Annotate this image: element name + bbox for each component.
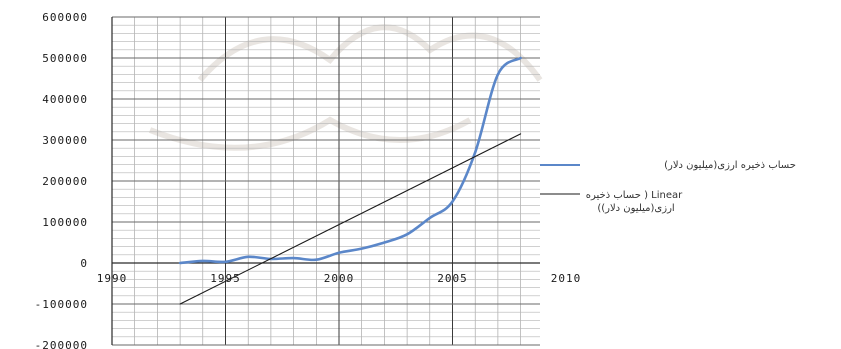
watermark-logo xyxy=(148,24,543,151)
x-tick-label: 1995 xyxy=(210,272,241,285)
legend-label-trendline-line1: Linear ( حساب ذخیره xyxy=(586,190,683,201)
legend-label-series-1: حساب ذخیره ارزی(میلیون دلار) xyxy=(664,160,796,171)
x-tick-label: 2005 xyxy=(437,272,468,285)
y-tick-label: 400000 xyxy=(42,93,88,106)
x-axis-ticks: 1990 1995 2000 2005 2010 xyxy=(97,272,582,285)
linear-trendline xyxy=(179,133,522,305)
legend-label-trendline-line2: ارزی(میلیون دلار)) xyxy=(597,203,674,214)
y-tick-label: 200000 xyxy=(42,175,88,188)
y-tick-label: 0 xyxy=(80,257,88,270)
series-line-reserve-account xyxy=(178,56,522,265)
y-tick-label: 100000 xyxy=(42,216,88,229)
x-tick-label: 2010 xyxy=(551,272,582,285)
x-tick-label: 1990 xyxy=(97,272,128,285)
y-tick-label: -200000 xyxy=(35,339,88,349)
y-tick-label: 600000 xyxy=(42,11,88,24)
y-tick-label: 500000 xyxy=(42,52,88,65)
y-tick-label: 300000 xyxy=(42,134,88,147)
y-axis-ticks: 600000 500000 400000 300000 200000 100000 0 -10… xyxy=(35,11,88,349)
y-tick-label: -100000 xyxy=(35,298,88,311)
plot-series xyxy=(178,56,522,305)
x-tick-label: 2000 xyxy=(324,272,355,285)
legend: حساب ذخیره ارزی(میلیون دلار) Linear ( حس… xyxy=(540,160,796,214)
